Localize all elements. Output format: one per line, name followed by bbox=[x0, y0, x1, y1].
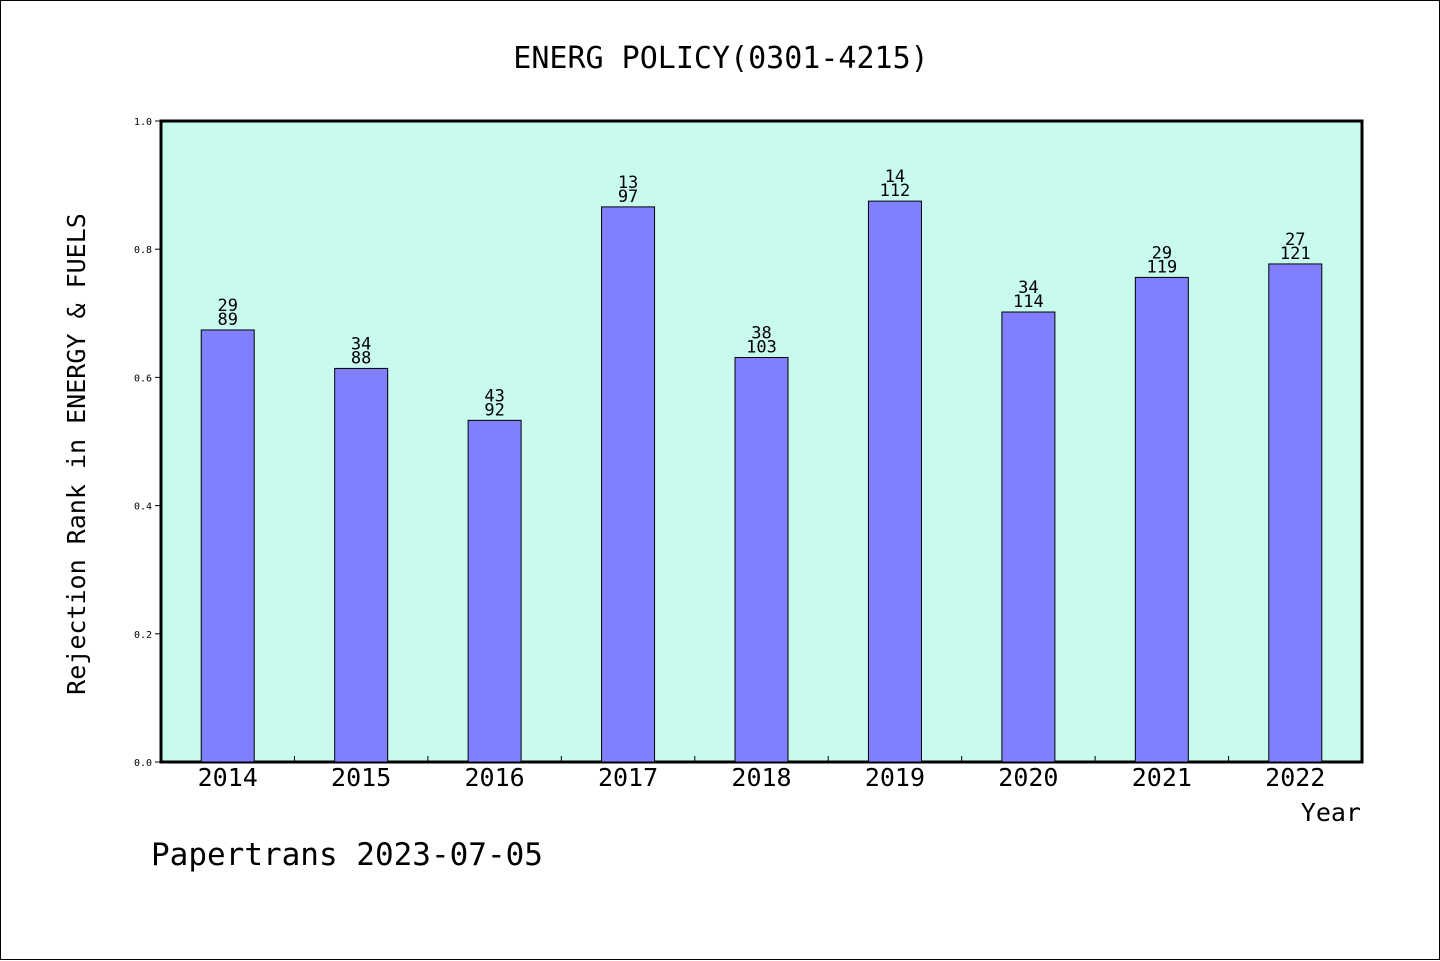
y-tick-label: 0.8 bbox=[134, 245, 152, 256]
bar-label-rank: 43 bbox=[484, 386, 504, 406]
x-tick-label: 2022 bbox=[1265, 763, 1325, 792]
bar-2019 bbox=[867, 200, 922, 763]
x-axis: 2014 2015 2016 2017 2018 2019 2020 2021 2022 bbox=[198, 756, 1325, 792]
bar-label-total: 121 bbox=[1280, 244, 1311, 264]
x-tick-label: 2020 bbox=[998, 763, 1058, 792]
bar-label-total: 97 bbox=[618, 187, 638, 207]
x-tick-label: 2019 bbox=[865, 763, 925, 792]
y-axis: 0.0 0.2 0.4 0.6 0.8 1.0 bbox=[134, 117, 161, 769]
y-tick-label: 0.4 bbox=[134, 502, 152, 513]
bar-label-rank: 38 bbox=[751, 324, 771, 344]
bar-label-rank: 34 bbox=[351, 334, 371, 354]
bar-label-rank: 34 bbox=[1018, 278, 1038, 298]
y-tick-label: 0.6 bbox=[134, 373, 152, 384]
bar-2020 bbox=[1001, 311, 1056, 763]
footer-text: Papertrans 2023-07-05 bbox=[151, 837, 543, 873]
bar-2016 bbox=[467, 419, 522, 763]
x-tick-label: 2016 bbox=[465, 763, 525, 792]
y-tick-label: 0.2 bbox=[134, 630, 152, 641]
bar-label-total: 88 bbox=[351, 348, 371, 368]
x-tick-label: 2015 bbox=[331, 763, 391, 792]
bar-label-total: 112 bbox=[880, 181, 911, 201]
bar-2014 bbox=[200, 329, 255, 763]
y-tick-label: 1.0 bbox=[134, 117, 152, 128]
bar-series: 2989348843921397381031411234114291192712… bbox=[200, 167, 1323, 763]
x-tick-label: 2018 bbox=[731, 763, 791, 792]
bar-label-rank: 13 bbox=[618, 173, 638, 193]
bar-label-total: 92 bbox=[484, 400, 504, 420]
bar-2015 bbox=[334, 367, 389, 763]
bar-label-rank: 27 bbox=[1285, 230, 1305, 250]
bar-2021 bbox=[1134, 276, 1189, 763]
bar-label-total: 103 bbox=[746, 338, 777, 358]
bar-2022 bbox=[1268, 263, 1323, 763]
bar-2018 bbox=[734, 357, 789, 763]
y-axis-label: Rejection Rank in ENERGY & FUELS bbox=[62, 213, 91, 695]
x-axis-label: Year bbox=[1301, 798, 1361, 827]
chart-title: ENERG POLICY(0301-4215) bbox=[513, 41, 928, 76]
bar-label-total: 114 bbox=[1013, 292, 1044, 312]
bar-label-total: 89 bbox=[217, 310, 237, 330]
y-tick-label: 0.0 bbox=[134, 758, 152, 769]
bar-label-rank: 29 bbox=[1152, 243, 1172, 263]
bar-label-rank: 14 bbox=[885, 167, 905, 187]
bar-label-rank: 29 bbox=[217, 296, 237, 316]
x-tick-label: 2021 bbox=[1132, 763, 1192, 792]
bar-2017 bbox=[601, 206, 656, 763]
x-tick-label: 2014 bbox=[198, 763, 258, 792]
x-tick-label: 2017 bbox=[598, 763, 658, 792]
bar-label-total: 119 bbox=[1146, 257, 1177, 277]
